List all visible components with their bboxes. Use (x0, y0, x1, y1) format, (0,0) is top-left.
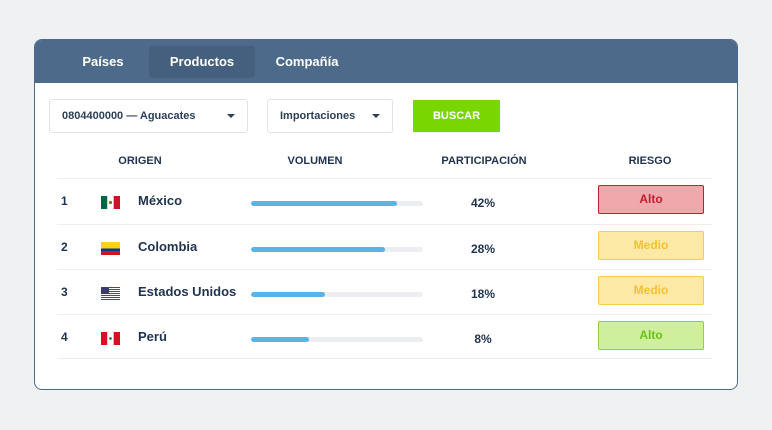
risk-badge: Alto (598, 185, 704, 214)
risk-badge: Medio (598, 231, 704, 260)
row-rank: 3 (61, 285, 68, 299)
row-country: Estados Unidos (138, 284, 237, 299)
row-share: 18% (470, 287, 496, 301)
row-share: 28% (470, 242, 496, 256)
table-row: 3 Estados Unidos 18% Medio (57, 269, 712, 314)
trade-type-select[interactable]: Importaciones (267, 99, 393, 133)
volume-bar-fill (251, 201, 398, 206)
risk-badge: Medio (598, 276, 704, 305)
tab-compania[interactable]: Compañía (275, 54, 339, 69)
risk-badge: Alto (598, 321, 704, 350)
chevron-down-icon (227, 114, 235, 118)
co-flag-icon (101, 242, 120, 255)
column-header-risk: RIESGO (628, 155, 672, 167)
row-rank: 1 (61, 194, 68, 208)
column-header-origin: ORIGEN (118, 155, 162, 167)
product-select-value: 0804400000 — Aguacates (62, 110, 196, 122)
tab-paises[interactable]: Países (82, 54, 124, 69)
chevron-down-icon (372, 114, 380, 118)
volume-bar-fill (251, 247, 386, 252)
row-share: 42% (470, 196, 496, 210)
row-country: México (138, 193, 183, 208)
product-select[interactable]: 0804400000 — Aguacates (49, 99, 248, 133)
volume-bar (251, 247, 423, 252)
us-flag-icon (101, 287, 120, 300)
row-rank: 2 (61, 240, 68, 254)
mx-flag-icon (101, 196, 120, 209)
volume-bar-fill (251, 337, 310, 342)
row-country: Perú (138, 329, 167, 344)
volume-bar (251, 292, 423, 297)
row-rank: 4 (61, 330, 68, 344)
tab-bar: Países Productos Compañía (35, 40, 737, 83)
tab-productos[interactable]: Productos (149, 46, 255, 78)
volume-bar (251, 337, 423, 342)
table-row: 1 México 42% Alto (57, 178, 712, 223)
table-row: 4 Perú 8% Alto (57, 314, 712, 359)
table-row: 2 Colombia 28% Medio (57, 224, 712, 269)
trade-type-select-value: Importaciones (280, 110, 356, 122)
results-card: Países Productos Compañía 0804400000 — A… (34, 39, 738, 390)
row-share: 8% (474, 332, 492, 346)
row-country: Colombia (138, 239, 198, 254)
column-header-volume: VOLUMEN (287, 155, 343, 167)
volume-bar (251, 201, 423, 206)
search-button[interactable]: BUSCAR (413, 100, 500, 132)
volume-bar-fill (251, 292, 325, 297)
pe-flag-icon (101, 332, 120, 345)
column-header-share: PARTICIPACIÓN (441, 155, 527, 167)
